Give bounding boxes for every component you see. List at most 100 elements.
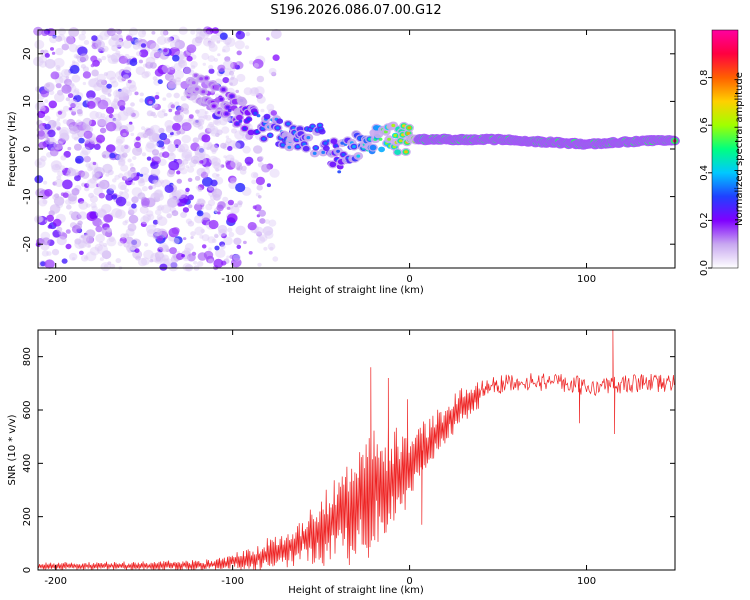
spectrogram-noise-point <box>73 88 80 94</box>
spectrogram-noise-point <box>105 193 114 201</box>
spectrogram-noise-point <box>250 171 259 179</box>
spectrogram-noise-point <box>153 114 158 118</box>
spectrogram-noise-point <box>130 102 135 107</box>
spectrogram-noise-point <box>71 83 75 87</box>
spectrogram-noise-point <box>202 62 206 66</box>
spectrogram-ridge-point <box>227 108 232 112</box>
spectrogram-noise-point <box>223 155 227 159</box>
spectrogram-noise-point <box>152 76 158 81</box>
spectrogram-noise-point <box>40 261 46 267</box>
spectrogram-noise-point <box>256 231 263 237</box>
spectrogram-noise-point <box>119 191 124 195</box>
spectrogram-noise-point <box>122 40 132 49</box>
spectrogram-noise-point <box>149 259 154 263</box>
spectrogram-noise-point <box>190 236 194 239</box>
spectrogram-ridge-point <box>236 114 243 121</box>
spectrogram-noise-point <box>91 136 97 142</box>
spectrogram-noise-point <box>118 159 126 167</box>
spectrogram-ridge-point <box>352 145 356 149</box>
spectrogram-noise-point <box>61 69 70 78</box>
spectrogram-noise-point <box>156 140 165 148</box>
spectrogram-noise-point <box>232 254 241 262</box>
spectrogram-noise-point <box>50 47 54 51</box>
colorbar-tick-label: 0.0 <box>699 260 710 276</box>
spectrogram-noise-point <box>206 146 211 150</box>
spectrogram-noise-point <box>39 60 47 68</box>
spectrogram-noise-point <box>235 140 245 149</box>
spectrogram-noise-point <box>71 111 77 116</box>
spectrogram-noise-point <box>101 45 109 53</box>
spectrogram-noise-point <box>56 126 61 131</box>
spectrogram-noise-point <box>209 144 219 153</box>
spectrogram-noise-point <box>205 165 210 170</box>
spectrogram-noise-point <box>271 71 277 77</box>
spectrogram-noise-point <box>74 143 82 151</box>
spectrogram-noise-point <box>124 144 129 150</box>
spectrogram-noise-point <box>141 152 147 157</box>
spectrogram-noise-point <box>92 161 97 166</box>
spectrogram-noise-point <box>40 89 49 98</box>
spectrogram-noise-point <box>187 177 193 182</box>
spectrogram-noise-point <box>226 206 231 210</box>
spectrogram-noise-point <box>266 183 271 188</box>
spectrogram-noise-point <box>221 126 230 134</box>
spectrogram-noise-point <box>116 135 125 144</box>
spectrogram-noise-point <box>210 34 219 42</box>
spectrogram-noise-point <box>232 142 241 150</box>
spectrogram-noise-point <box>138 180 146 187</box>
spectrogram-noise-point <box>67 146 72 151</box>
spectrogram-noise-point <box>121 176 128 181</box>
spectrogram-noise-point <box>68 44 79 53</box>
spectrogram-noise-point <box>51 51 56 55</box>
spectrogram-noise-point <box>99 257 104 261</box>
spectrogram-noise-point <box>231 128 237 134</box>
spectrogram-noise-point <box>144 242 149 247</box>
spectrogram-noise-point <box>141 30 147 35</box>
spectrogram-noise-point <box>55 82 62 89</box>
spectrogram-noise-point <box>178 53 185 60</box>
spectrogram-noise-point <box>129 27 138 36</box>
spectrogram-noise-point <box>89 246 100 256</box>
spectrogram-noise-point <box>194 36 203 44</box>
spectrogram-noise-point <box>83 155 91 163</box>
spectrogram-ridge-point <box>276 118 284 124</box>
spectrogram-noise-point <box>111 113 122 123</box>
spectrogram-noise-point <box>169 151 174 156</box>
spectrogram-noise-point <box>89 195 98 203</box>
colorbar-tick-label: 0.6 <box>699 117 710 133</box>
spectrogram-noise-point <box>149 42 160 52</box>
spectrogram-noise-point <box>251 179 257 185</box>
spectrogram-noise-point <box>256 95 266 104</box>
spectrogram-noise-point <box>235 89 239 94</box>
spectrogram-noise-point <box>270 110 277 116</box>
spectrogram-noise-point <box>98 192 106 199</box>
spectrogram-noise-point <box>141 126 146 130</box>
spectrogram-noise-point <box>200 228 206 234</box>
spectrogram-noise-point <box>74 239 85 249</box>
spectrogram-noise-point <box>158 242 169 252</box>
spectrogram-noise-point <box>215 248 226 258</box>
spectrogram-noise-point <box>194 175 201 181</box>
spectrogram-noise-point <box>132 156 137 160</box>
spectrogram-noise-point <box>257 236 266 244</box>
figure-title: S196.2026.086.07.00.G12 <box>270 3 441 18</box>
spectrogram-noise-point <box>43 82 55 93</box>
spectrogram-noise-point <box>86 178 98 189</box>
spectrogram-noise-point <box>103 214 113 223</box>
spectrogram-noise-point <box>154 68 164 77</box>
spectrogram-noise-point <box>236 162 242 168</box>
spectrogram-noise-point <box>228 231 235 238</box>
spectrogram-noise-point <box>56 226 63 232</box>
spectrogram-noise-point <box>163 112 168 117</box>
spectrogram-noise-point <box>110 52 122 63</box>
spectrogram-noise-point <box>142 214 151 222</box>
spectrogram-noise-point <box>44 123 51 130</box>
spectrogram-noise-point <box>221 49 226 53</box>
spectrogram-noise-point <box>139 205 149 214</box>
spectrogram-x-ticks: -200 -100 0 100 <box>44 30 596 285</box>
spectrogram-noise-point <box>44 115 51 122</box>
spectrogram-noise-point <box>52 194 59 201</box>
spectrogram-ridge-point <box>237 98 248 107</box>
spectrogram-noise-point <box>176 130 181 135</box>
spectrogram-noise-point <box>81 146 91 156</box>
